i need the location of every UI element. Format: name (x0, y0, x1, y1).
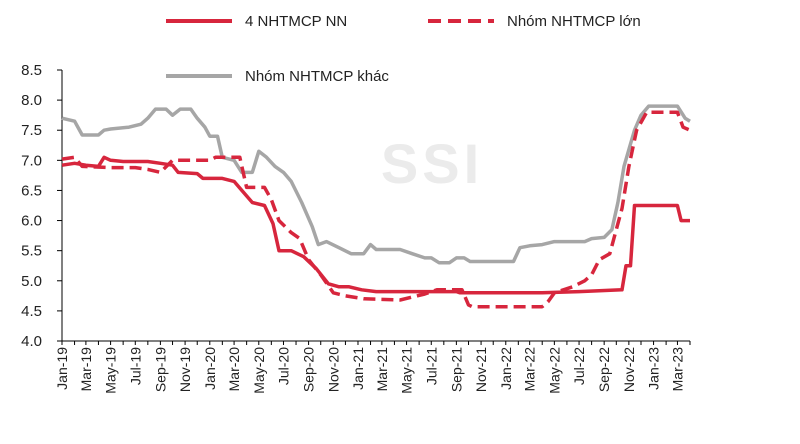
x-tick-label: Mar-22 (522, 347, 538, 392)
series-line-1 (61, 155, 690, 295)
legend: 4 NHTMCP NN Nhóm NHTMCP lớn Nhóm NHTMCP … (166, 13, 641, 85)
x-tick-label: Mar-20 (226, 347, 242, 392)
x-tick-label: May-22 (546, 347, 562, 394)
x-tick-label: Jul-22 (571, 347, 587, 385)
x-tick-label: Jan-21 (350, 347, 366, 390)
axes: 4.0 4.5 5.0 5.5 6.0 6.5 7.0 7.5 8.0 8.5 Jan-19 Mar-… (21, 62, 691, 394)
series-line-2 (61, 110, 691, 309)
y-tick-label: 5.5 (21, 243, 42, 260)
series-lines (61, 104, 691, 309)
x-tick-label: Jul-21 (423, 347, 439, 385)
x-tick-label: Jul-19 (127, 347, 143, 385)
legend-label-series-1: 4 NHTMCP NN (245, 13, 347, 30)
y-tick-label: 8.5 (21, 62, 42, 79)
legend-item-series-2: Nhóm NHTMCP lớn (428, 13, 641, 30)
series-line-3 (61, 104, 691, 265)
y-tick-label: 7.5 (21, 122, 42, 139)
y-tick-label: 8.0 (21, 92, 42, 109)
y-tick-label: 4.5 (21, 303, 42, 320)
x-tick-label: Mar-21 (374, 347, 390, 392)
x-tick-label: Jan-23 (646, 347, 662, 390)
x-tick-label: Sep-20 (301, 347, 317, 392)
x-tick-label: May-20 (251, 347, 267, 394)
y-tick-label: 4.0 (21, 333, 42, 350)
legend-item-series-1: 4 NHTMCP NN (166, 13, 347, 30)
x-tick-label: Sep-19 (152, 347, 168, 392)
y-tick-label: 6.0 (21, 213, 42, 230)
y-tick-label: 5.0 (21, 273, 42, 290)
x-tick-label: Sep-22 (596, 347, 612, 392)
x-tick-label: Mar-23 (669, 347, 685, 392)
x-tick-label: Sep-21 (448, 347, 464, 392)
x-tick-label: Nov-19 (177, 347, 193, 392)
x-tick-label: Jul-20 (275, 347, 291, 385)
legend-label-series-3: Nhóm NHTMCP khác (245, 68, 389, 85)
legend-item-series-3: Nhóm NHTMCP khác (166, 68, 389, 85)
x-tick-label: Nov-20 (325, 347, 341, 392)
legend-label-series-2: Nhóm NHTMCP lớn (507, 13, 641, 30)
x-tick-label: Mar-19 (78, 347, 94, 392)
x-tick-label: May-19 (103, 347, 119, 394)
y-tick-label: 7.0 (21, 152, 42, 169)
x-tick-label: Jan-22 (498, 347, 514, 390)
x-tick-label: Nov-21 (473, 347, 489, 392)
x-tick-label: Jan-20 (202, 347, 218, 390)
y-tick-label: 6.5 (21, 182, 42, 199)
x-tick-label: Nov-22 (621, 347, 637, 392)
x-tick-label: Jan-19 (54, 347, 70, 390)
watermark-text: SSI (381, 132, 483, 195)
x-tick-label: May-21 (399, 347, 415, 394)
